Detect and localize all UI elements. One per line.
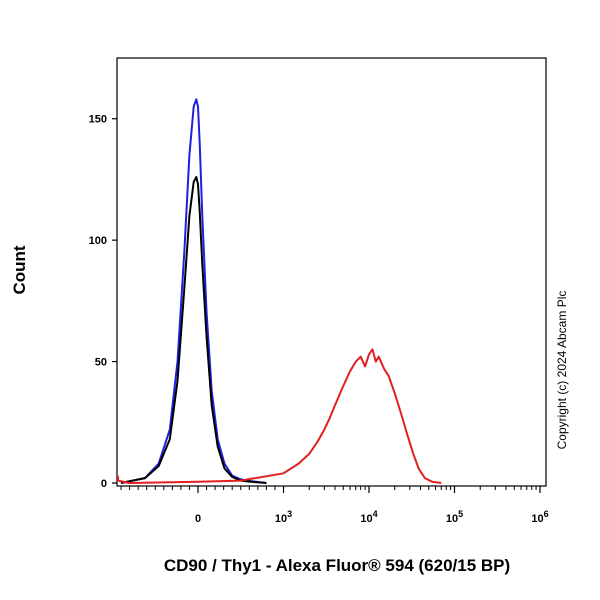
- series-line-1: [120, 98, 267, 484]
- y-tick-label: 0: [101, 478, 107, 490]
- series-line-3: [117, 348, 442, 484]
- axis-ticks: 0 50 100 150 0 103 104 105 106: [89, 114, 549, 525]
- x-tick-label: 103: [275, 509, 292, 525]
- y-tick-label: 50: [95, 357, 107, 369]
- series-layer: [117, 98, 442, 484]
- copyright-notice: Copyright (c) 2024 Abcam Plc: [555, 291, 569, 450]
- x-axis-title: CD90 / Thy1 - Alexa Fluor® 594 (620/15 B…: [164, 556, 510, 575]
- plot-frame: [116, 57, 547, 487]
- y-tick-label: 150: [89, 114, 107, 126]
- x-tick-label: 106: [531, 509, 548, 525]
- y-tick-label: 100: [89, 235, 107, 247]
- x-tick-label: 0: [195, 513, 201, 525]
- series-line-2: [120, 176, 267, 484]
- y-axis-title: Count: [10, 245, 29, 294]
- x-tick-label: 105: [446, 509, 463, 525]
- x-tick-label: 104: [360, 509, 377, 525]
